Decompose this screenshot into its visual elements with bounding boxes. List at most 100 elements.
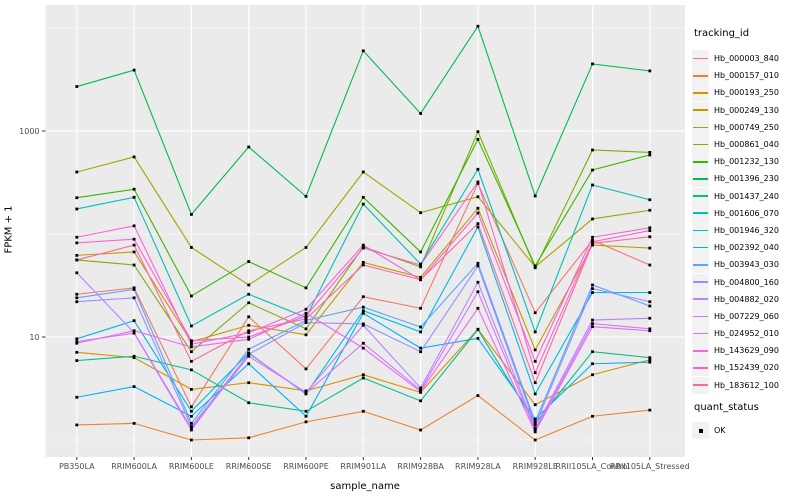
- data-point: [476, 280, 480, 284]
- legend-item-label: Hb_000249_130: [714, 105, 779, 115]
- data-point: [304, 314, 308, 318]
- data-point: [361, 373, 365, 377]
- legend-key-line-icon: [693, 315, 708, 318]
- data-point: [419, 399, 422, 403]
- data-point: [476, 264, 480, 268]
- data-point: [533, 348, 537, 352]
- data-point: [533, 330, 537, 334]
- quant-ok-key: [692, 422, 709, 440]
- data-point: [648, 358, 652, 362]
- data-point: [132, 155, 136, 159]
- data-point: [304, 367, 308, 371]
- data-point: [591, 325, 594, 329]
- legend-key-swatch: [692, 67, 709, 85]
- legend-key-line-icon: [693, 92, 708, 94]
- legend-key-line-icon: [693, 281, 708, 283]
- legend-item-label: Hb_001396_230: [714, 174, 779, 184]
- data-point: [419, 386, 422, 390]
- data-point: [419, 325, 422, 329]
- data-point: [361, 346, 365, 350]
- data-point: [361, 295, 365, 299]
- legend-item-Hb_000749_250: Hb_000749_250: [692, 118, 779, 136]
- data-point: [247, 362, 251, 366]
- data-point: [247, 436, 251, 440]
- data-point: [476, 137, 480, 141]
- legend-item-label: Hb_003943_030: [714, 260, 779, 270]
- data-point: [591, 414, 594, 418]
- data-point: [648, 150, 652, 154]
- data-point: [304, 391, 308, 395]
- data-point: [190, 387, 193, 391]
- legend-item-label: Hb_001437_240: [714, 191, 779, 201]
- data-point: [132, 354, 136, 358]
- data-point: [419, 263, 422, 267]
- data-point: [361, 409, 365, 413]
- legend-key-swatch: [692, 256, 709, 274]
- data-point: [533, 381, 537, 385]
- legend-item-Hb_003943_030: Hb_003943_030: [692, 256, 779, 274]
- data-point: [533, 194, 537, 198]
- data-point: [190, 359, 193, 363]
- data-point: [648, 226, 652, 230]
- data-point: [591, 362, 594, 366]
- legend-key-swatch: [692, 84, 709, 102]
- quant-ok-square-icon: [698, 428, 703, 433]
- legend-item-label: Hb_007229_060: [714, 311, 779, 321]
- legend-item-Hb_001232_130: Hb_001232_130: [692, 153, 779, 171]
- data-point: [132, 296, 136, 300]
- data-point: [304, 409, 308, 413]
- data-point: [190, 324, 193, 328]
- data-point: [476, 181, 480, 185]
- data-point: [75, 296, 79, 300]
- data-point: [132, 331, 136, 335]
- data-point: [476, 225, 480, 229]
- data-point: [247, 323, 251, 327]
- data-point: [361, 49, 365, 53]
- x-tick-label: RRIM600LA: [111, 462, 157, 471]
- data-point: [419, 211, 422, 215]
- legend-key-swatch: [692, 325, 709, 343]
- data-point: [190, 246, 193, 249]
- data-point: [75, 235, 79, 239]
- data-point: [75, 350, 79, 354]
- legend-key-line-icon: [693, 212, 708, 215]
- data-point: [419, 278, 422, 282]
- data-point: [304, 317, 308, 321]
- legend-key-line-icon: [693, 332, 708, 335]
- legend-key-swatch: [692, 170, 709, 188]
- data-point: [304, 307, 308, 311]
- data-point: [75, 241, 79, 245]
- data-point: [419, 330, 422, 334]
- legend-key-swatch: [692, 359, 709, 377]
- data-point: [190, 414, 193, 418]
- data-point: [361, 309, 365, 313]
- data-point: [75, 423, 79, 427]
- data-point: [304, 311, 308, 315]
- legend-key-swatch: [692, 118, 709, 136]
- quant-ok-label: OK: [714, 426, 726, 436]
- legend-item-Hb_143629_090: Hb_143629_090: [692, 342, 779, 360]
- legend-key-line-icon: [693, 178, 708, 180]
- data-point: [132, 385, 136, 388]
- data-point: [247, 401, 251, 405]
- legend-item-Hb_000193_250: Hb_000193_250: [692, 84, 779, 102]
- data-point: [361, 263, 365, 267]
- data-point: [304, 414, 308, 418]
- data-point: [419, 428, 422, 432]
- data-point: [190, 438, 193, 442]
- x-tick-label: RRIM928LA: [455, 462, 501, 471]
- data-point: [132, 250, 136, 254]
- data-point: [419, 390, 422, 394]
- data-point: [533, 266, 537, 270]
- data-point: [304, 246, 308, 249]
- data-point: [476, 195, 480, 199]
- data-point: [591, 287, 594, 291]
- data-point: [419, 250, 422, 254]
- data-point: [304, 420, 308, 424]
- legend-key-line-icon: [693, 246, 708, 249]
- data-point: [591, 291, 594, 294]
- data-point: [361, 305, 365, 309]
- legend-key-swatch: [692, 307, 709, 325]
- data-point: [591, 318, 594, 322]
- legend-item-Hb_000003_840: Hb_000003_840: [692, 50, 779, 68]
